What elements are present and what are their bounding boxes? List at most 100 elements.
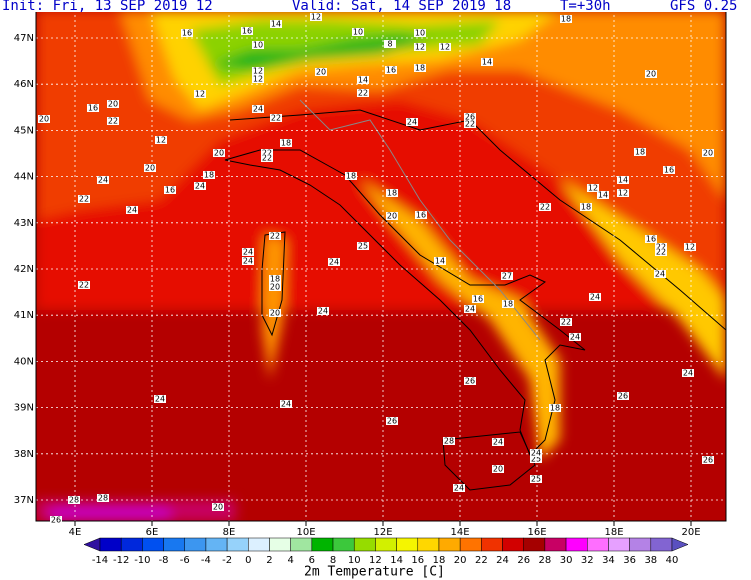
lat-label: 37N: [14, 495, 34, 506]
colorbar-box: [226, 537, 249, 552]
temperature-label: 27: [502, 272, 512, 281]
colorbar-tick-label: 38: [644, 555, 657, 566]
temperature-label: 12: [618, 189, 628, 198]
temperature-label: 12: [156, 136, 166, 145]
colorbar-tick-label: -12: [113, 555, 129, 566]
colorbar-tick-label: 6: [309, 555, 315, 566]
colorbar-box: [375, 537, 397, 552]
colorbar-tick-label: 4: [287, 555, 293, 566]
temperature-label: 20: [493, 465, 503, 474]
label-box: [492, 465, 504, 473]
label-box: [280, 139, 292, 147]
lat-label: 43N: [14, 218, 34, 229]
temperature-label: 16: [646, 235, 656, 244]
label-box: [107, 117, 119, 125]
temperature-label: 20: [387, 212, 397, 221]
lon-label: 18E: [604, 527, 623, 538]
label-box: [502, 300, 514, 308]
temperature-label: 16: [386, 66, 396, 75]
label-box: [384, 40, 396, 48]
lat-label: 42N: [14, 264, 34, 275]
temperature-label: 22: [271, 114, 281, 123]
colorbar-box: [481, 537, 503, 552]
temperature-label: 24: [127, 206, 137, 215]
label-box: [252, 105, 264, 113]
temperature-label: 12: [588, 184, 598, 193]
temperature-label: 18: [635, 148, 645, 157]
label-box: [38, 115, 50, 123]
label-box: [492, 438, 504, 446]
colorbar-tick-label: -6: [180, 555, 190, 566]
temperature-label: 22: [262, 154, 272, 163]
label-box: [434, 257, 446, 265]
colorbar-tick-label: 34: [602, 555, 615, 566]
temperature-label: 22: [358, 89, 368, 98]
temperature-label: 14: [598, 191, 608, 200]
label-box: [126, 206, 138, 214]
label-box: [68, 496, 80, 504]
lon-label: 20E: [681, 527, 700, 538]
temperature-label: 14: [435, 257, 445, 266]
label-box: [352, 28, 364, 36]
label-box: [97, 494, 109, 502]
lead-time: T=+30h: [560, 0, 611, 14]
label-box: [587, 184, 599, 192]
temperature-label: 22: [656, 248, 666, 257]
label-box: [645, 235, 657, 243]
label-box: [569, 333, 581, 341]
label-box: [213, 149, 225, 157]
temperature-label: 25: [531, 455, 541, 464]
temperature-label: 26: [51, 516, 61, 525]
temperature-label: 12: [415, 43, 425, 52]
label-box: [107, 100, 119, 108]
colorbar-box: [650, 537, 673, 552]
temperature-label: 18: [346, 172, 356, 181]
temperature-label: 24: [407, 118, 417, 127]
lat-label: 38N: [14, 449, 34, 460]
colorbar-box: [417, 537, 440, 552]
temperature-label: 24: [98, 176, 108, 185]
colorbar-box: [565, 537, 588, 552]
lon-label: 12E: [373, 527, 392, 538]
label-box: [617, 392, 629, 400]
temperature-label: 24: [329, 258, 339, 267]
label-box: [315, 68, 327, 76]
temperature-label: 20: [270, 309, 280, 318]
temperature-label: 20: [213, 503, 223, 512]
temperature-label: 18: [387, 189, 397, 198]
label-box: [328, 258, 340, 266]
colorbar-box: [269, 537, 291, 552]
colorbar-box: [311, 537, 334, 552]
label-box: [269, 232, 281, 240]
label-box: [645, 70, 657, 78]
label-box: [617, 176, 629, 184]
lat-label: 45N: [14, 125, 34, 136]
label-box: [702, 149, 714, 157]
valid-time: Valid: Sat, 14 SEP 2019 18: [292, 0, 511, 14]
lon-label: 6E: [146, 527, 159, 538]
colorbar-tick-label: -4: [201, 555, 211, 566]
label-box: [280, 400, 292, 408]
init-time: Init: Fri, 13 SEP 2019 12: [2, 0, 213, 14]
temperature-label: 12: [311, 13, 321, 22]
colorbar-box: [332, 537, 355, 552]
temperature-label: 26: [703, 456, 713, 465]
colorbar-box: [608, 537, 630, 552]
label-box: [464, 305, 476, 313]
label-box: [654, 270, 666, 278]
label-box: [453, 484, 465, 492]
colorbar-tick-label: 12: [369, 555, 382, 566]
temperature-label: 24: [465, 305, 475, 314]
label-box: [357, 89, 369, 97]
colorbar-box: [459, 537, 482, 552]
header-band: [0, 0, 751, 12]
colorbar-box: [587, 537, 609, 552]
label-box: [549, 404, 561, 412]
temperature-label: 22: [465, 120, 475, 129]
label-box: [87, 104, 99, 112]
temperature-label: 12: [253, 75, 263, 84]
colorbar-box: [396, 537, 419, 552]
label-box: [357, 242, 369, 250]
temperature-label: 10: [353, 28, 363, 37]
